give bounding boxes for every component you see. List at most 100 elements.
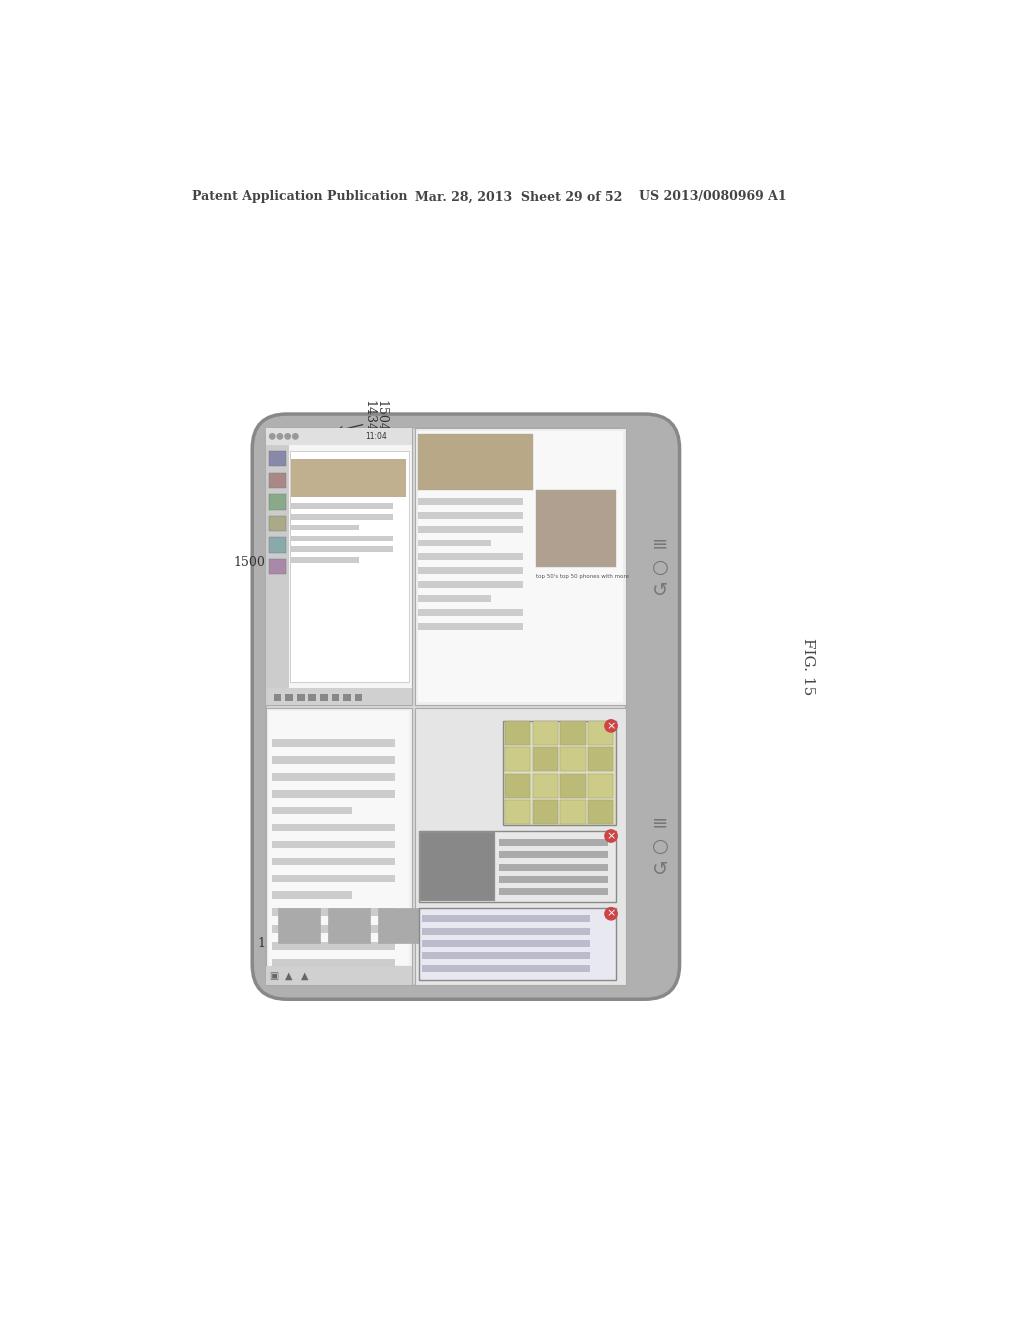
FancyBboxPatch shape	[328, 908, 370, 942]
Circle shape	[605, 719, 617, 733]
Text: ▲: ▲	[286, 972, 293, 981]
Text: ×: ×	[606, 721, 615, 731]
FancyBboxPatch shape	[272, 841, 395, 849]
FancyBboxPatch shape	[272, 942, 395, 950]
Text: US 2013/0080969 A1: US 2013/0080969 A1	[639, 190, 786, 203]
FancyBboxPatch shape	[537, 490, 616, 566]
FancyBboxPatch shape	[272, 756, 395, 763]
FancyBboxPatch shape	[354, 693, 362, 701]
FancyBboxPatch shape	[319, 693, 328, 701]
Text: ↺: ↺	[652, 581, 669, 599]
FancyBboxPatch shape	[418, 430, 623, 702]
FancyBboxPatch shape	[500, 863, 608, 871]
FancyBboxPatch shape	[422, 940, 590, 946]
FancyBboxPatch shape	[308, 693, 316, 701]
FancyBboxPatch shape	[560, 747, 586, 771]
FancyBboxPatch shape	[269, 494, 286, 510]
FancyBboxPatch shape	[532, 774, 558, 797]
FancyBboxPatch shape	[422, 915, 590, 923]
Circle shape	[269, 434, 274, 440]
FancyBboxPatch shape	[588, 721, 613, 744]
FancyBboxPatch shape	[418, 498, 523, 506]
FancyBboxPatch shape	[269, 558, 286, 574]
FancyBboxPatch shape	[419, 830, 616, 903]
FancyBboxPatch shape	[505, 800, 530, 824]
FancyBboxPatch shape	[272, 960, 395, 966]
FancyBboxPatch shape	[266, 428, 412, 705]
FancyBboxPatch shape	[292, 515, 393, 520]
FancyBboxPatch shape	[422, 952, 590, 960]
FancyBboxPatch shape	[418, 609, 523, 615]
Text: ↺: ↺	[652, 859, 669, 879]
FancyBboxPatch shape	[505, 721, 530, 744]
FancyBboxPatch shape	[272, 824, 395, 832]
FancyBboxPatch shape	[292, 503, 393, 508]
FancyBboxPatch shape	[266, 428, 626, 985]
Text: 1420: 1420	[337, 605, 349, 636]
FancyBboxPatch shape	[500, 840, 608, 846]
FancyBboxPatch shape	[292, 459, 407, 498]
FancyBboxPatch shape	[588, 774, 613, 797]
Text: ≡: ≡	[652, 535, 669, 553]
Circle shape	[285, 434, 291, 440]
FancyBboxPatch shape	[266, 688, 412, 705]
FancyBboxPatch shape	[560, 774, 586, 797]
FancyBboxPatch shape	[278, 908, 319, 942]
FancyBboxPatch shape	[422, 928, 590, 935]
FancyBboxPatch shape	[266, 708, 412, 985]
Text: 1412: 1412	[315, 605, 328, 636]
FancyBboxPatch shape	[272, 807, 352, 814]
Text: 1500: 1500	[233, 556, 265, 569]
Text: 1504: 1504	[375, 400, 387, 432]
FancyBboxPatch shape	[272, 908, 395, 916]
FancyBboxPatch shape	[418, 540, 490, 546]
Text: ▣: ▣	[269, 972, 279, 981]
Text: 1416: 1416	[326, 605, 339, 636]
FancyBboxPatch shape	[292, 536, 393, 541]
FancyBboxPatch shape	[378, 908, 420, 942]
FancyBboxPatch shape	[272, 858, 395, 866]
Text: FIG. 15: FIG. 15	[801, 638, 815, 696]
FancyBboxPatch shape	[272, 789, 395, 797]
Text: top 50's top 50 phones with more: top 50's top 50 phones with more	[537, 574, 630, 579]
FancyBboxPatch shape	[560, 800, 586, 824]
FancyBboxPatch shape	[588, 747, 613, 771]
Text: ○: ○	[652, 837, 669, 855]
FancyBboxPatch shape	[266, 428, 412, 445]
FancyBboxPatch shape	[500, 888, 608, 895]
FancyBboxPatch shape	[269, 451, 286, 466]
FancyBboxPatch shape	[532, 800, 558, 824]
FancyBboxPatch shape	[297, 693, 304, 701]
FancyBboxPatch shape	[252, 414, 680, 999]
FancyBboxPatch shape	[500, 851, 608, 858]
FancyBboxPatch shape	[272, 875, 395, 882]
FancyBboxPatch shape	[266, 966, 412, 985]
FancyBboxPatch shape	[269, 516, 286, 531]
FancyBboxPatch shape	[500, 876, 608, 883]
FancyBboxPatch shape	[292, 546, 393, 552]
FancyBboxPatch shape	[532, 747, 558, 771]
FancyBboxPatch shape	[420, 832, 495, 900]
Text: Mar. 28, 2013  Sheet 29 of 52: Mar. 28, 2013 Sheet 29 of 52	[416, 190, 623, 203]
Circle shape	[293, 434, 298, 440]
FancyBboxPatch shape	[418, 568, 523, 574]
FancyBboxPatch shape	[505, 747, 530, 771]
Text: Patent Application Publication: Patent Application Publication	[193, 190, 408, 203]
FancyBboxPatch shape	[532, 721, 558, 744]
Text: ≡: ≡	[652, 813, 669, 833]
FancyBboxPatch shape	[418, 581, 523, 589]
FancyBboxPatch shape	[292, 525, 359, 531]
FancyBboxPatch shape	[415, 428, 626, 705]
FancyBboxPatch shape	[422, 965, 590, 972]
FancyBboxPatch shape	[292, 557, 359, 562]
FancyBboxPatch shape	[332, 693, 339, 701]
Text: 1434: 1434	[362, 400, 376, 433]
FancyBboxPatch shape	[503, 721, 616, 825]
Text: ×: ×	[606, 908, 615, 919]
FancyBboxPatch shape	[419, 908, 616, 979]
FancyBboxPatch shape	[418, 595, 490, 602]
Text: 11:04: 11:04	[366, 432, 387, 441]
FancyBboxPatch shape	[286, 693, 293, 701]
Text: ×: ×	[606, 832, 615, 841]
FancyBboxPatch shape	[418, 623, 523, 630]
